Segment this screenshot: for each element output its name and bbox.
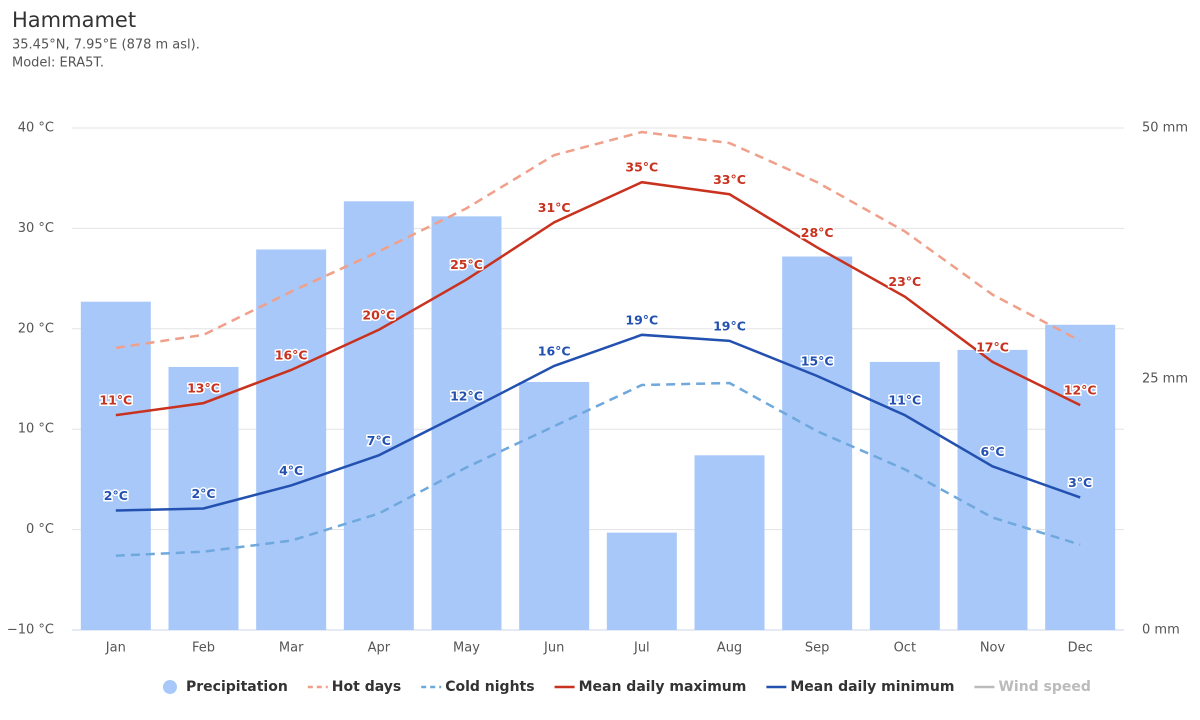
data-label: 23°C	[888, 274, 921, 289]
x-tick-label: Dec	[1068, 641, 1093, 656]
y2-tick-label: 50 mm	[1142, 121, 1188, 136]
data-label: 35°C	[625, 160, 658, 175]
y-tick-label: 10 °C	[18, 422, 54, 437]
x-tick-label: Jun	[543, 641, 564, 656]
data-label: 6°C	[980, 444, 1004, 459]
data-label: 12°C	[1064, 383, 1097, 398]
data-label: 7°C	[367, 433, 391, 448]
x-tick-label: Feb	[192, 641, 215, 656]
line	[115, 130, 1081, 350]
legend-label: Precipitation	[186, 679, 288, 695]
data-label: 11°C	[99, 393, 132, 408]
data-label: 15°C	[801, 353, 834, 368]
bar	[1045, 324, 1116, 630]
legend-swatch	[163, 680, 177, 694]
data-label: 19°C	[625, 312, 658, 327]
bar	[168, 366, 239, 630]
data-label: 28°C	[801, 225, 834, 240]
legend-label: Mean daily maximum	[579, 679, 747, 695]
bar	[519, 382, 590, 630]
data-label: 25°C	[450, 257, 483, 272]
bar	[256, 249, 327, 630]
y-tick-label: 0 °C	[26, 522, 54, 537]
data-label: 19°C	[713, 318, 746, 333]
y2-tick-label: 25 mm	[1142, 372, 1188, 387]
bar	[869, 361, 940, 630]
x-tick-label: Nov	[980, 641, 1006, 656]
y-tick-label: 30 °C	[18, 221, 54, 236]
legend-label: Hot days	[332, 679, 401, 695]
line	[115, 333, 1081, 512]
legend-label: Mean daily minimum	[790, 679, 954, 695]
bar	[343, 201, 414, 631]
data-label: 11°C	[888, 393, 921, 408]
x-tick-label: Mar	[279, 641, 304, 656]
data-label: 16°C	[275, 347, 308, 362]
legend-label: Wind speed	[998, 679, 1090, 695]
data-label: 17°C	[976, 339, 1009, 354]
data-label: 2°C	[104, 488, 128, 503]
x-tick-label: May	[453, 641, 480, 656]
legend-label: Cold nights	[445, 679, 534, 695]
bar	[80, 301, 151, 630]
x-tick-label: Oct	[894, 641, 916, 656]
bar	[694, 455, 765, 630]
data-label: 20°C	[362, 307, 395, 322]
x-tick-label: Apr	[368, 641, 391, 656]
bar	[957, 349, 1028, 630]
x-tick-label: Aug	[717, 641, 742, 656]
data-label: 31°C	[538, 200, 571, 215]
y-tick-label: −10 °C	[7, 623, 54, 638]
line	[115, 180, 1081, 417]
chart-subtitle: 35.45°N, 7.95°E (878 m asl).	[12, 38, 200, 53]
x-tick-label: Jul	[633, 641, 650, 656]
data-label: 4°C	[279, 463, 303, 478]
x-tick-label: Jan	[105, 641, 126, 656]
y2-tick-label: 0 mm	[1142, 623, 1180, 638]
data-label: 12°C	[450, 389, 483, 404]
data-label: 33°C	[713, 172, 746, 187]
chart-title: Hammamet	[12, 8, 136, 32]
line	[115, 381, 1081, 557]
bar	[782, 256, 853, 630]
y-tick-label: 40 °C	[18, 121, 54, 136]
data-label: 2°C	[191, 486, 215, 501]
data-label: 16°C	[538, 343, 571, 358]
data-label: 13°C	[187, 381, 220, 396]
y-tick-label: 20 °C	[18, 321, 54, 336]
data-label: 3°C	[1068, 475, 1092, 490]
bar	[606, 532, 677, 630]
chart-subtitle: Model: ERA5T.	[12, 56, 104, 71]
x-tick-label: Sep	[805, 641, 830, 656]
